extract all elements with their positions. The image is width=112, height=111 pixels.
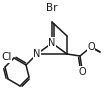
Text: Br: Br [46, 3, 58, 13]
Text: O: O [78, 67, 86, 77]
Text: Cl: Cl [1, 52, 11, 62]
Text: O: O [87, 42, 95, 52]
Text: N: N [33, 49, 41, 59]
Text: N: N [48, 38, 56, 48]
